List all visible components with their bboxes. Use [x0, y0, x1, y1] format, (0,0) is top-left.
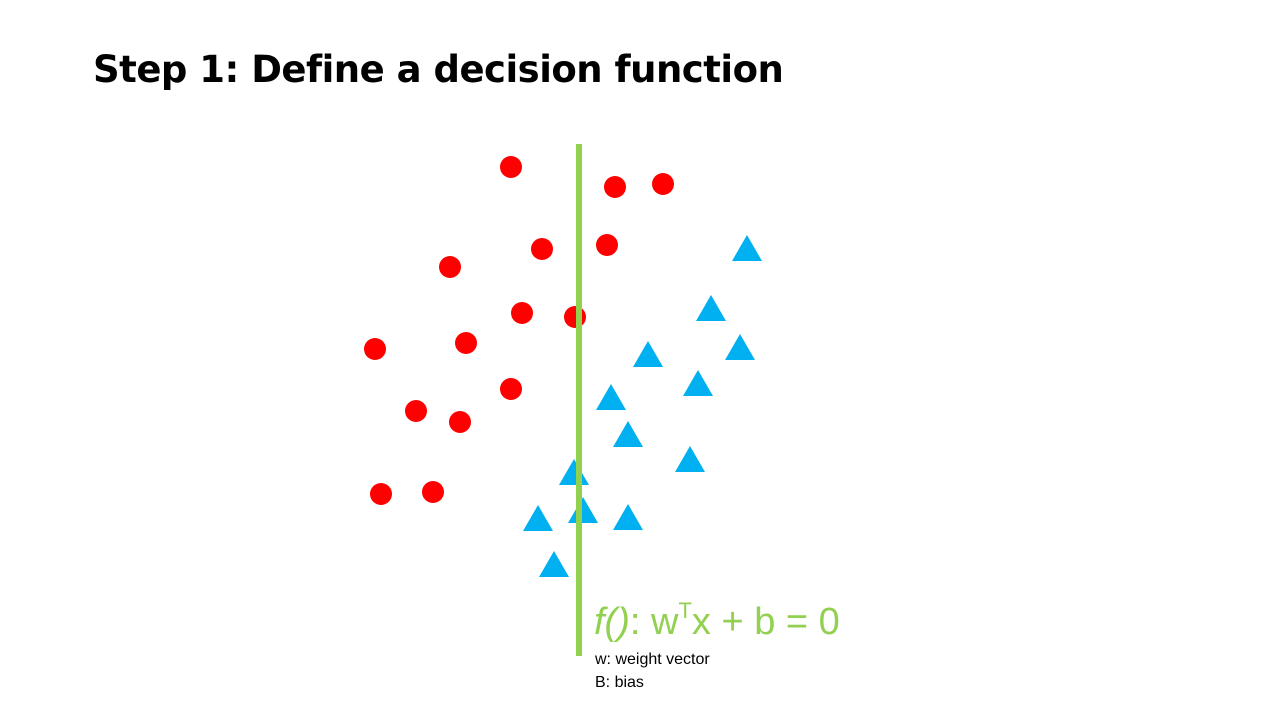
blue-triangle-point [633, 341, 663, 367]
blue-triangle-point [523, 505, 553, 531]
decision-function-equation: f(): wTx + b = 0 [594, 598, 840, 643]
class-a-points [364, 156, 674, 505]
weight-definition: w: weight vector [595, 651, 710, 668]
equation-colon: : [629, 601, 641, 643]
blue-triangle-point [725, 334, 755, 360]
red-circle-point [455, 332, 477, 354]
red-circle-point [596, 234, 618, 256]
red-circle-point [364, 338, 386, 360]
blue-triangle-point [732, 235, 762, 261]
red-circle-point [500, 156, 522, 178]
function-symbol: f() [594, 601, 630, 643]
red-circle-point [604, 176, 626, 198]
red-circle-point [652, 173, 674, 195]
bias-definition: B: bias [595, 674, 644, 691]
red-circle-point [370, 483, 392, 505]
blue-triangle-point [613, 421, 643, 447]
blue-triangle-point [683, 370, 713, 396]
red-circle-point [500, 378, 522, 400]
blue-triangle-point [613, 504, 643, 530]
class-b-points [523, 235, 762, 577]
red-circle-point [449, 411, 471, 433]
blue-triangle-point [696, 295, 726, 321]
blue-triangle-point [596, 384, 626, 410]
blue-triangle-point [568, 497, 598, 523]
slide-title: Step 1: Define a decision function [93, 48, 784, 91]
red-circle-point [564, 306, 586, 328]
equation-weight: w [640, 601, 679, 643]
red-circle-point [511, 302, 533, 324]
equation-rest: x + b = 0 [691, 601, 840, 643]
red-circle-point [531, 238, 553, 260]
red-circle-point [422, 481, 444, 503]
blue-triangle-point [559, 459, 589, 485]
blue-triangle-point [675, 446, 705, 472]
transpose-superscript: T [678, 598, 692, 623]
blue-triangle-point [539, 551, 569, 577]
red-circle-point [405, 400, 427, 422]
red-circle-point [439, 256, 461, 278]
